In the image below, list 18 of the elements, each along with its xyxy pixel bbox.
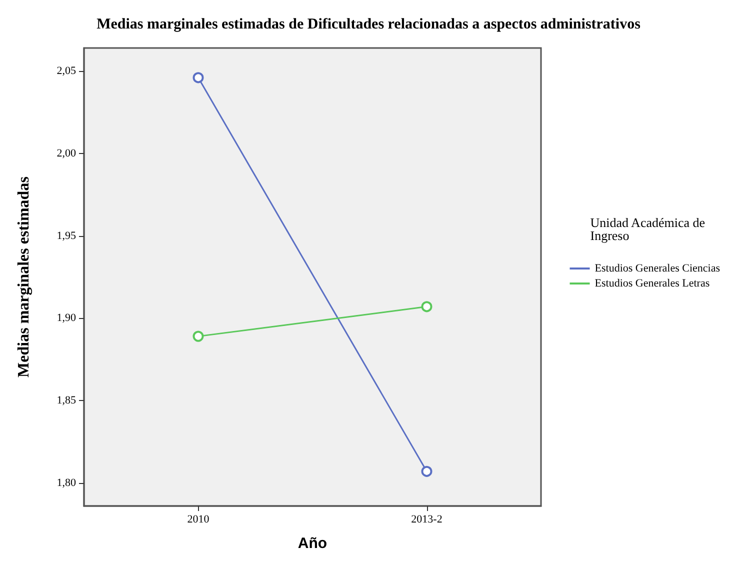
point bbox=[421, 466, 432, 477]
y-tick-label: 1,80 bbox=[56, 476, 76, 489]
y-tick-label: 2,00 bbox=[56, 147, 76, 160]
legend-label: Estudios Generales Letras bbox=[594, 278, 710, 290]
y-tick-label: 1,95 bbox=[56, 230, 76, 242]
y-tick-label: 1,85 bbox=[56, 394, 76, 407]
legend-title: Unidad Académica de Ingreso bbox=[590, 215, 708, 243]
legend-label: Estudios Generales Ciencias bbox=[594, 262, 720, 274]
point bbox=[192, 72, 204, 84]
y-axis-title: Medias marginales estimadas bbox=[16, 176, 32, 378]
point bbox=[192, 330, 204, 342]
y-tick-label: 2,05 bbox=[56, 65, 76, 78]
x-tick-label: 2010 bbox=[187, 514, 210, 526]
x-tick-label: 2013-2 bbox=[411, 514, 442, 526]
x-axis-title: Año bbox=[298, 535, 328, 552]
point bbox=[421, 301, 432, 312]
y-tick-label: 1,90 bbox=[56, 312, 76, 324]
chart-title: Medias marginales estimadas de Dificultades relacionadas a aspectos administrativos bbox=[96, 16, 641, 32]
